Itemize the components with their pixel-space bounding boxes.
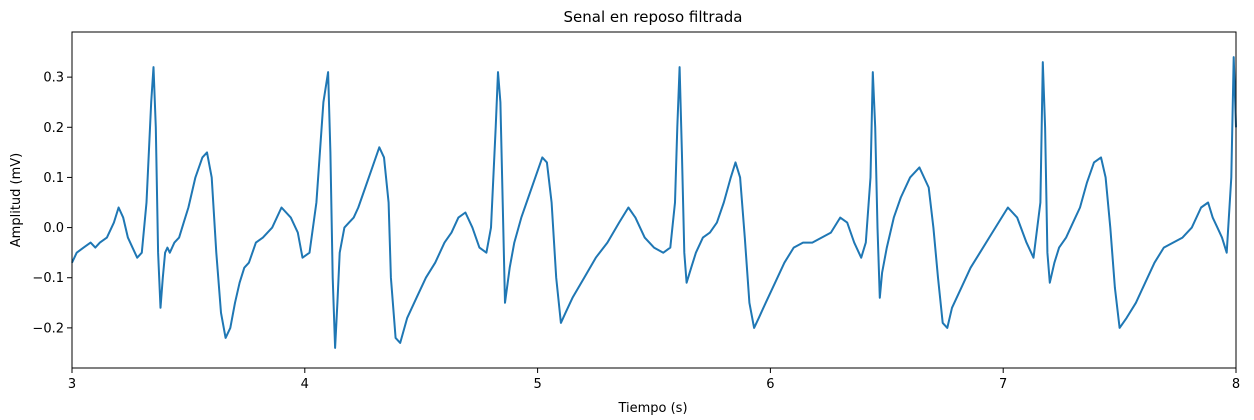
series-line [71, 56, 1237, 349]
plot-area [71, 31, 1237, 369]
y-tick-label: −0.2 [32, 321, 64, 336]
x-tick-label: 5 [533, 377, 541, 392]
axes-frame [71, 31, 1237, 369]
y-tick-label: 0.0 [43, 221, 64, 236]
x-tick-label: 8 [1232, 377, 1240, 392]
x-axis-label: Tiempo (s) [617, 401, 687, 416]
y-tick-label: 0.2 [43, 121, 64, 136]
x-tick-label: 3 [68, 377, 76, 392]
y-tick-label: 0.3 [43, 71, 64, 86]
x-tick-label: 4 [301, 377, 309, 392]
y-tick-label: −0.1 [32, 271, 64, 286]
chart-title: Senal en reposo filtrada [564, 8, 743, 26]
y-axis: −0.2 −0.1 0.0 0.1 0.2 0.3 [32, 71, 72, 336]
x-axis: 3 4 5 6 7 8 [68, 368, 1240, 392]
x-tick-label: 6 [766, 377, 774, 392]
y-tick-label: 0.1 [43, 171, 64, 186]
x-tick-label: 7 [999, 377, 1007, 392]
y-axis-label: Amplitud (mV) [9, 153, 24, 247]
